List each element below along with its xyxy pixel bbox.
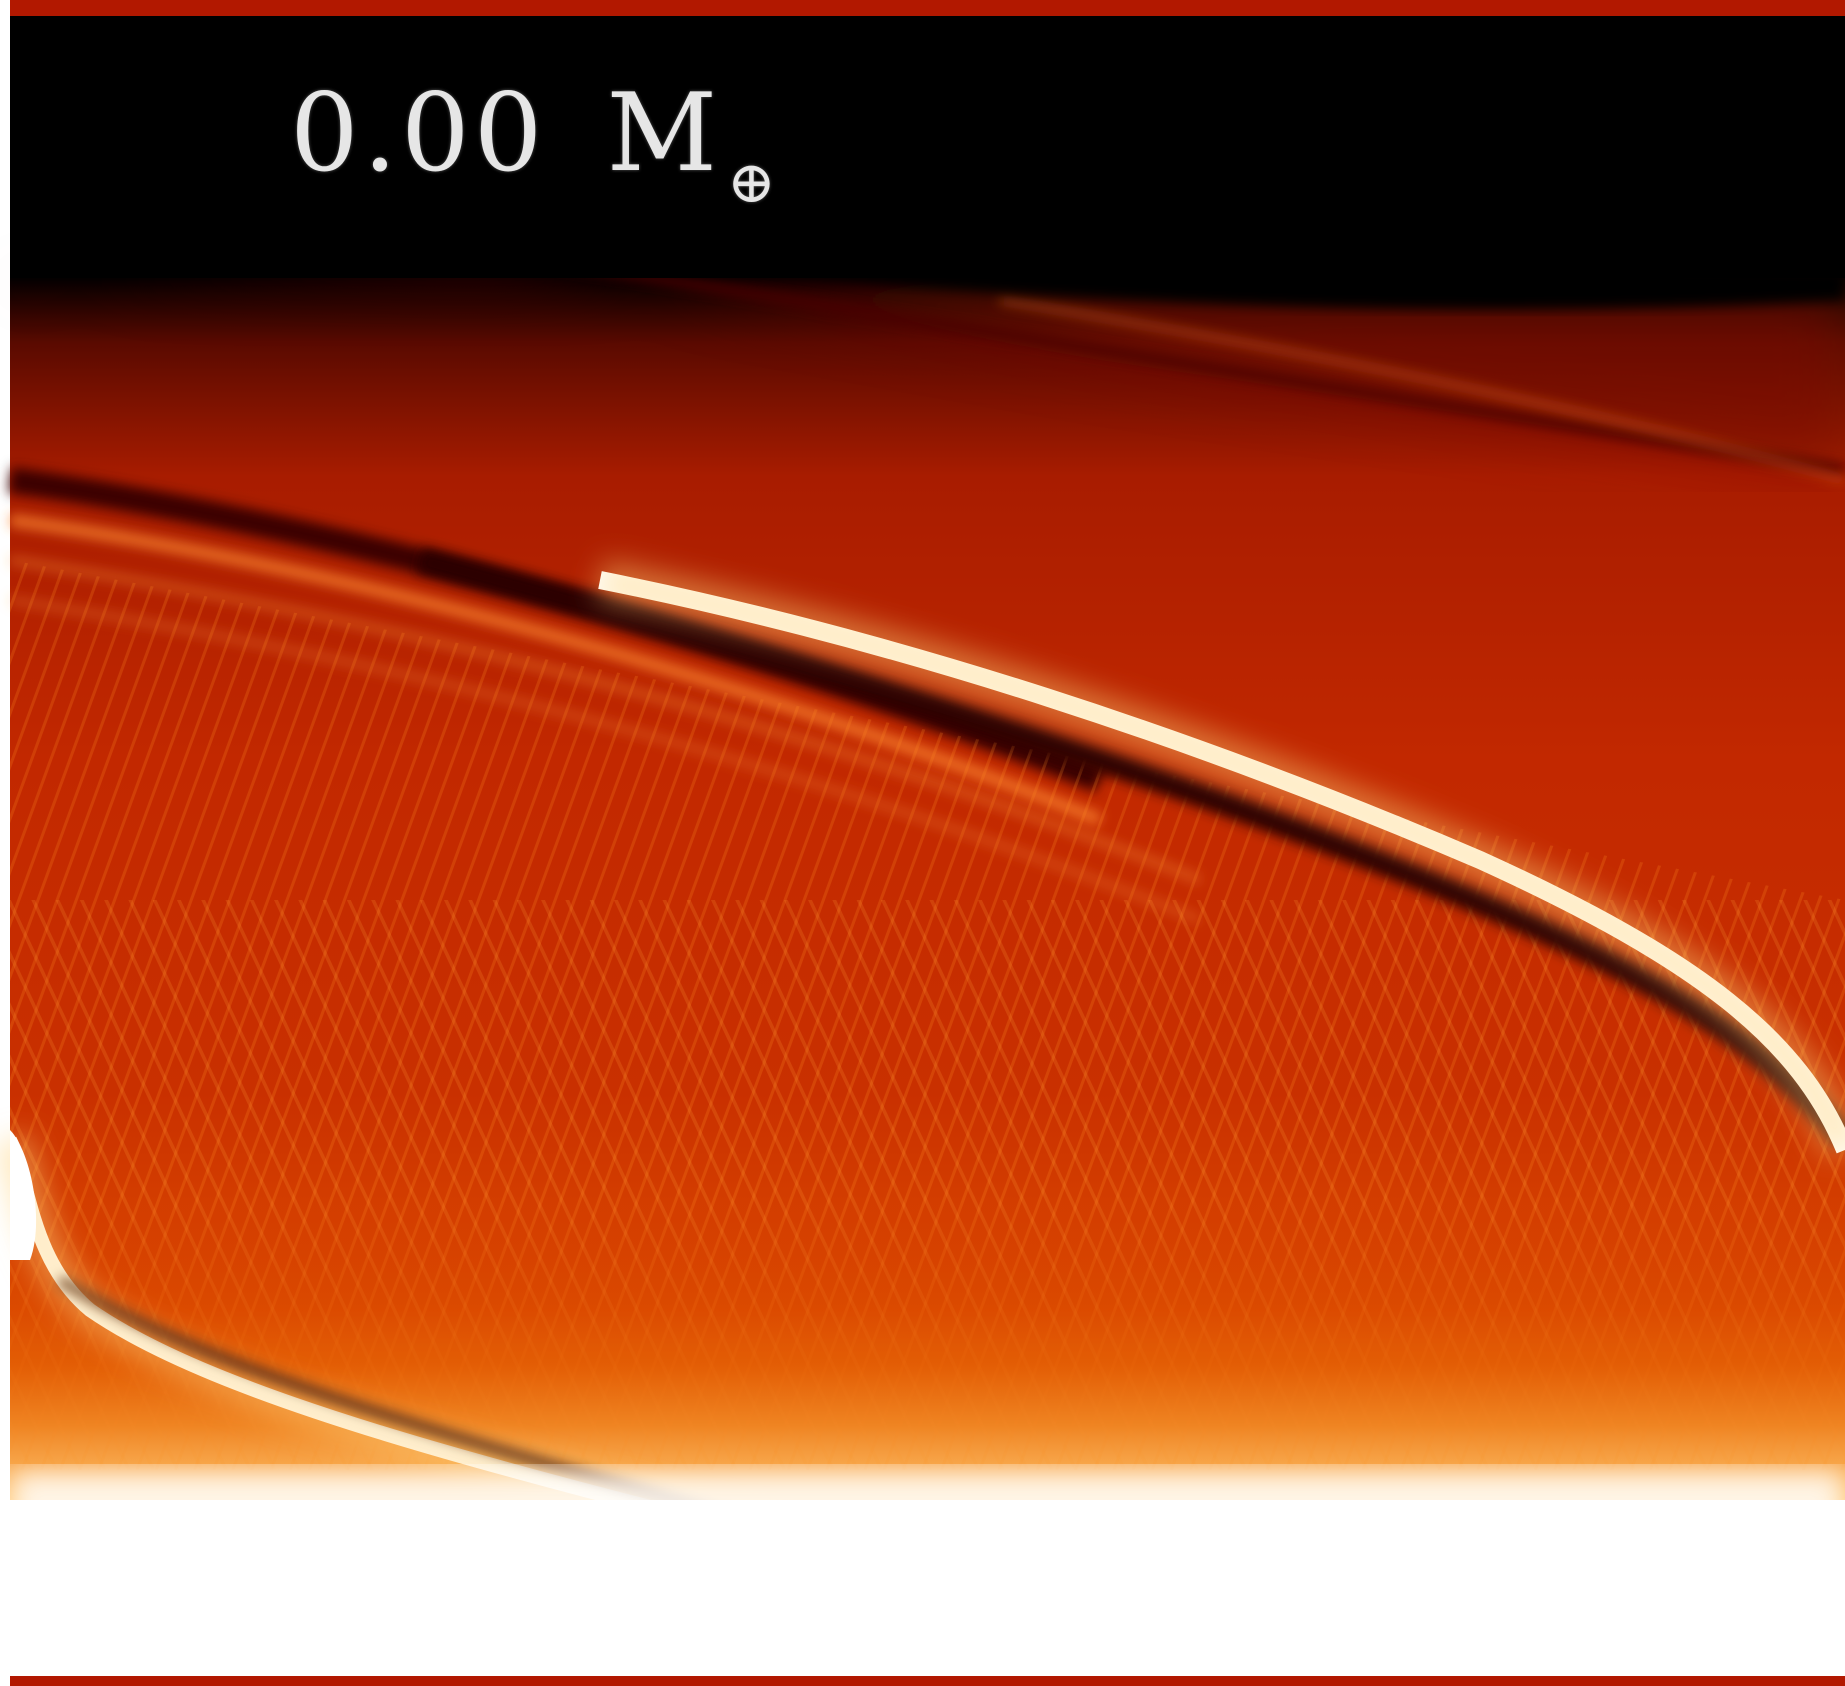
earth-symbol-icon: ⊕ — [727, 148, 780, 216]
spiral-shock-dark — [416, 548, 1845, 1148]
lower-orange-band — [10, 1200, 1845, 1500]
top-edge — [10, 0, 1845, 16]
mass-unit: M — [606, 71, 722, 196]
bottom-edge — [10, 1676, 1845, 1686]
upper-bright-streak — [999, 297, 1845, 483]
mass-label: 0.00 M ⊕ — [290, 80, 780, 212]
left-edge-blob — [10, 1130, 37, 1260]
top-black-band — [10, 16, 1845, 278]
mass-value: 0.00 — [290, 71, 547, 196]
top-black-fade — [470, 240, 1845, 310]
spiral-shock-glow — [596, 560, 1845, 1158]
bottom-white-fade — [10, 1470, 1845, 1530]
